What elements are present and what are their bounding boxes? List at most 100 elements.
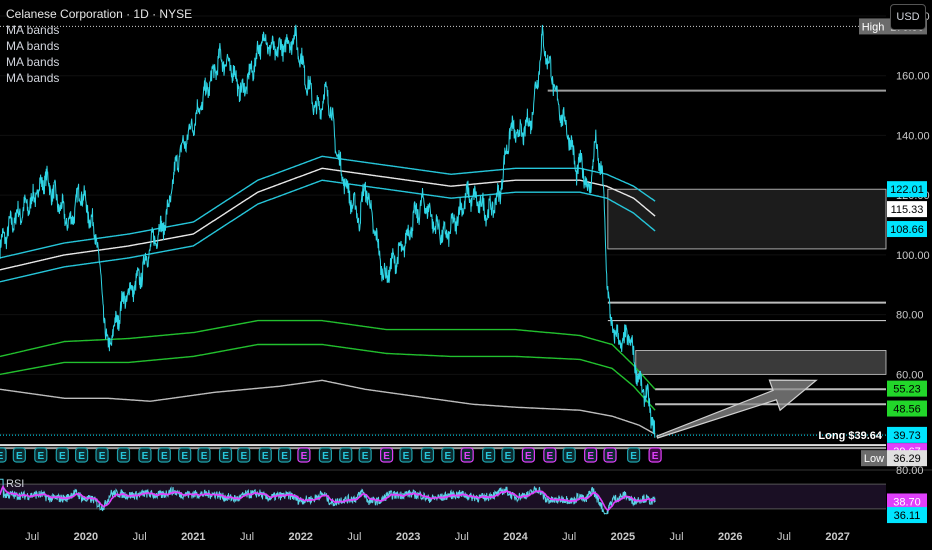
earnings-letter: E xyxy=(525,451,532,462)
high-tag-bg xyxy=(859,18,887,35)
low-tag-bg xyxy=(861,450,887,467)
earnings-marker: E xyxy=(562,447,576,463)
earnings-badge xyxy=(543,447,557,463)
earnings-marker: E xyxy=(339,447,353,463)
earnings-letter: E xyxy=(16,451,23,462)
price-axis[interactable]: 180.00160.00140.00120.00100.0080.0060.00… xyxy=(859,11,930,524)
earnings-marker: E xyxy=(55,447,69,463)
earnings-badge xyxy=(420,447,435,463)
badge-text: 38.70 xyxy=(893,496,921,508)
low-badge: Low 36.29 xyxy=(861,450,927,467)
time-tick-label: 2021 xyxy=(181,531,205,543)
earnings-letter: E xyxy=(485,451,492,462)
earnings-badge xyxy=(277,447,292,463)
earnings-marker: E xyxy=(380,447,394,463)
earnings-marker: E xyxy=(627,447,641,463)
earnings-marker: E xyxy=(297,447,311,463)
earnings-badge xyxy=(0,447,7,463)
zone-box xyxy=(607,188,887,250)
high-tag-text: High xyxy=(862,21,885,33)
low-value-bg xyxy=(887,450,927,467)
earnings-letter: E xyxy=(142,451,149,462)
ma-band-line xyxy=(0,379,656,435)
time-tick-label: 2026 xyxy=(718,531,742,543)
price-badge: 122.01 xyxy=(887,181,927,198)
earnings-badge xyxy=(258,447,272,463)
earnings-letter: E xyxy=(78,451,85,462)
earnings-letter: E xyxy=(652,451,659,462)
price-tick-label: 140.00 xyxy=(896,130,930,142)
rsi-tick-label: 80.00 xyxy=(896,465,924,477)
earnings-badge xyxy=(648,447,662,463)
earnings-letter: E xyxy=(505,451,512,462)
earnings-letter: E xyxy=(262,451,269,462)
time-axis[interactable]: Jul 2020 Jul 2021 Jul 2022 Jul 2023 Jul 2024 Jul 20… xyxy=(25,531,850,543)
earnings-letter: E xyxy=(403,451,410,462)
earnings-badge xyxy=(55,447,69,463)
earnings-letter: E xyxy=(424,451,431,462)
low-tag-text: Low xyxy=(864,453,884,465)
earnings-marker: E xyxy=(237,447,251,463)
indicator-label[interactable]: MA bands xyxy=(6,23,60,37)
earnings-badge xyxy=(297,447,311,463)
price-line xyxy=(0,24,656,438)
badge-bg xyxy=(887,507,927,524)
earnings-badge xyxy=(339,447,353,463)
earnings-badge xyxy=(75,447,89,463)
rsi-value-badge: 38.70 xyxy=(887,493,927,510)
earnings-letter: E xyxy=(630,451,637,462)
price-tick-label: 60.00 xyxy=(896,369,924,381)
earnings-letter: E xyxy=(59,451,66,462)
earnings-marker: E xyxy=(318,447,333,463)
earnings-letter: E xyxy=(362,451,369,462)
rsi-label: RSI xyxy=(6,478,24,490)
earnings-marker: E xyxy=(603,447,617,463)
earnings-letter: E xyxy=(587,451,594,462)
time-tick-label: Jul xyxy=(25,531,39,543)
earnings-marker: E xyxy=(116,447,131,463)
indicator-label[interactable]: MA bands xyxy=(6,71,60,85)
earnings-badge xyxy=(358,447,372,463)
earnings-letter: E xyxy=(547,451,554,462)
earnings-markers: EEEEEEEEEEEEEEEEEEEEEEEEEEEEEEEEE xyxy=(0,447,662,463)
earnings-badge xyxy=(218,447,233,463)
earnings-marker: E xyxy=(178,447,192,463)
time-tick-label: Jul xyxy=(347,531,361,543)
rsi-ma-line xyxy=(0,484,656,511)
price-series xyxy=(0,24,656,438)
ma-band-line xyxy=(0,167,656,271)
earnings-marker: E xyxy=(75,447,89,463)
rsi-ma-badge: 36.11 xyxy=(887,507,927,524)
earnings-letter: E xyxy=(0,451,4,462)
earnings-letter: E xyxy=(120,451,127,462)
earnings-marker: E xyxy=(34,447,48,463)
earnings-badge xyxy=(138,447,152,463)
price-badge: 39.73 xyxy=(887,426,927,443)
earnings-badge xyxy=(178,447,192,463)
earnings-marker: E xyxy=(584,447,598,463)
earnings-badge xyxy=(482,447,496,463)
earnings-letter: E xyxy=(240,451,247,462)
earnings-letter: E xyxy=(181,451,188,462)
time-tick-label: Jul xyxy=(133,531,147,543)
badge-text: 48.56 xyxy=(893,404,921,416)
earnings-letter: E xyxy=(201,451,208,462)
time-tick-label: 2022 xyxy=(288,531,312,543)
earnings-marker: E xyxy=(648,447,662,463)
annotations: Long $39.64 xyxy=(0,25,886,442)
time-tick-label: 2024 xyxy=(503,531,528,543)
earnings-letter: E xyxy=(99,451,106,462)
earnings-letter: E xyxy=(383,451,390,462)
badge-bg xyxy=(887,181,927,198)
badge-text: 115.33 xyxy=(891,204,924,216)
indicator-label[interactable]: MA bands xyxy=(6,55,60,69)
currency-button[interactable]: USD xyxy=(890,4,926,30)
earnings-letter: E xyxy=(444,451,451,462)
earnings-marker: E xyxy=(460,447,474,463)
indicator-label[interactable]: MA bands xyxy=(6,39,60,53)
earnings-marker: E xyxy=(420,447,435,463)
time-tick-label: 2025 xyxy=(611,531,635,543)
earnings-badge xyxy=(584,447,598,463)
time-tick-label: Jul xyxy=(240,531,254,543)
